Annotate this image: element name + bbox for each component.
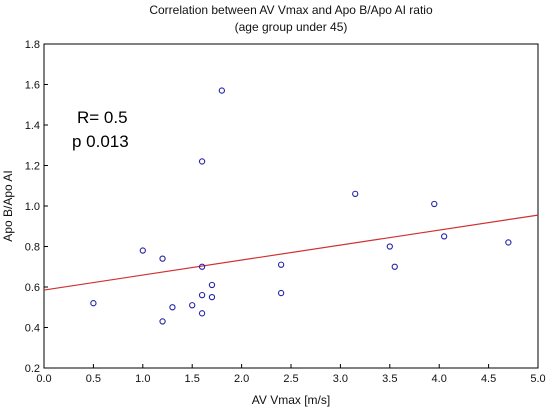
x-axis-label: AV Vmax [m/s] [252, 393, 330, 407]
data-point [169, 304, 176, 311]
y-tick-label: 1.6 [25, 80, 40, 92]
data-point [208, 281, 216, 289]
data-point [277, 261, 285, 268]
data-point [139, 247, 146, 254]
data-point [218, 87, 225, 94]
data-point [198, 158, 206, 165]
y-tick-label: 0.2 [25, 363, 40, 375]
y-tick-label: 1.2 [25, 161, 40, 173]
x-tick-label: 4.5 [481, 373, 496, 385]
annotation-r: R= 0.5 [77, 108, 128, 127]
x-tick-label: 3.5 [382, 373, 397, 385]
x-tick-label: 2.5 [283, 373, 298, 385]
data-point [505, 239, 512, 246]
x-tick-label: 1.5 [185, 373, 200, 385]
data-point [440, 233, 448, 240]
data-point [198, 310, 206, 317]
data-point [159, 255, 166, 262]
plot-area [43, 43, 539, 369]
data-point [431, 200, 438, 208]
y-tick-label: 0.6 [25, 282, 40, 294]
x-tick-label: 0.0 [36, 373, 51, 385]
data-point [189, 302, 196, 309]
x-tick-label: 1.0 [135, 373, 150, 385]
data-point [277, 289, 285, 297]
data-point [159, 318, 166, 325]
y-tick-label: 0.8 [25, 242, 40, 254]
x-tick-label: 4.0 [432, 373, 447, 385]
x-tick-label: 5.0 [530, 373, 545, 385]
x-tick-label: 0.5 [86, 373, 101, 385]
data-point [352, 190, 359, 197]
annotation-p: p 0.013 [72, 132, 129, 151]
y-tick-label: 1.8 [25, 39, 40, 51]
data-point [198, 263, 206, 270]
y-axis-label: Apo B/Apo AI [1, 170, 15, 241]
data-point [391, 263, 398, 270]
y-axis-ticks: 0.2 0.4 0.6 0.8 1.0 1.2 1.4 1.6 1.8 [25, 39, 48, 375]
y-tick-label: 0.4 [25, 323, 40, 335]
data-point [208, 293, 216, 301]
x-tick-label: 3.0 [333, 373, 348, 385]
y-tick-label: 1.0 [25, 201, 40, 213]
data-points [90, 87, 512, 325]
data-point [90, 300, 97, 307]
regression-line [43, 214, 539, 291]
data-point [386, 243, 393, 250]
chart-subtitle: (age group under 45) [234, 20, 348, 34]
x-axis-ticks: 0.0 0.5 1.0 1.5 2.0 2.5 3.0 3.5 4.0 4.5 5.0 [36, 364, 546, 385]
x-tick-label: 2.0 [234, 373, 249, 385]
chart-title: Correlation between AV Vmax and Apo B/Ap… [149, 3, 433, 17]
data-point [198, 291, 206, 299]
y-tick-label: 1.4 [25, 120, 40, 132]
